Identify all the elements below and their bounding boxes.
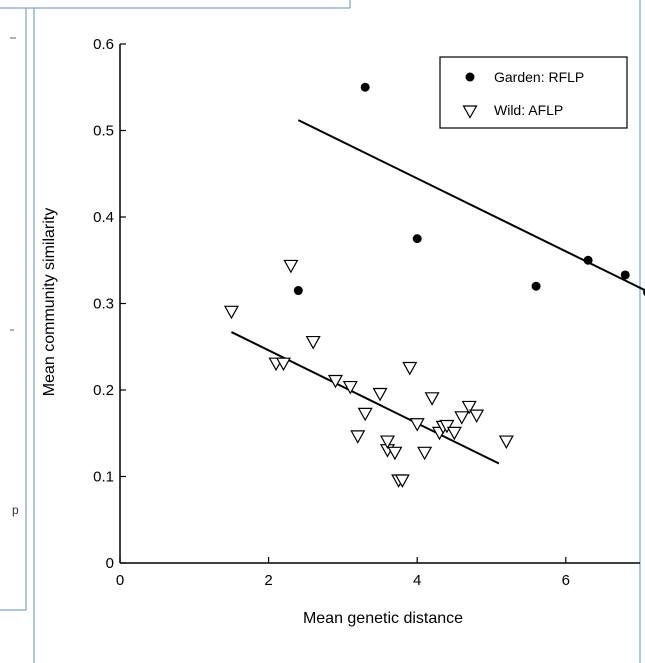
point-wild-aflp [327, 374, 343, 389]
x-tick-label: 0 [116, 572, 124, 589]
point-garden-rflp [583, 255, 593, 265]
y-tick-label: 0.5 [93, 123, 114, 140]
y-axis-label: Mean community similarity [41, 208, 58, 396]
point-wild-aflp [372, 387, 388, 402]
point-wild-aflp [424, 392, 440, 406]
point-wild-aflp [342, 380, 358, 395]
point-wild-aflp [305, 335, 321, 350]
x-ticks: 02468101214 [116, 557, 570, 589]
trend-line-series-0 [297, 119, 645, 292]
point-wild-aflp [379, 435, 395, 449]
y-tick-label: 0.4 [93, 209, 114, 226]
point-wild-aflp [350, 430, 366, 444]
legend-marker-garden [465, 72, 475, 82]
point-wild-aflp [402, 361, 418, 376]
point-wild-aflp [417, 446, 433, 461]
data-points [223, 82, 645, 488]
point-garden-rflp [412, 234, 422, 244]
point-wild-aflp [446, 426, 462, 441]
point-wild-aflp [469, 409, 485, 424]
legend-marker-wild [462, 105, 478, 119]
y-tick-label: 0.2 [93, 382, 114, 399]
y-tick-label: 0.3 [93, 296, 114, 313]
point-wild-aflp [454, 411, 470, 425]
point-wild-aflp [439, 419, 455, 434]
legend: Garden: RFLP Wild: AFLP [439, 56, 628, 129]
point-wild-aflp [275, 357, 291, 372]
point-wild-aflp [409, 418, 425, 432]
trend-lines [231, 119, 645, 465]
point-garden-rflp [360, 82, 370, 92]
point-wild-aflp [387, 446, 403, 461]
x-tick-label: 4 [413, 572, 421, 589]
point-garden-rflp [531, 281, 541, 291]
x-axis-label: Mean genetic distance [303, 610, 463, 627]
x-tick-label: 6 [562, 572, 570, 589]
left-margin-mark: p [12, 503, 19, 517]
legend-label-wild: Wild: AFLP [494, 102, 563, 118]
point-garden-rflp [293, 286, 303, 296]
point-wild-aflp [357, 407, 373, 422]
x-tick-label: 2 [264, 572, 272, 589]
y-ticks: 0 0.1 0.2 0.3 0.4 0.5 0.6 [93, 36, 126, 572]
y-tick-label: 0.1 [93, 469, 114, 486]
trend-line-series-1 [231, 331, 500, 465]
point-garden-rflp [620, 270, 630, 280]
legend-label-garden: Garden: RFLP [494, 69, 584, 85]
point-wild-aflp [461, 400, 477, 415]
point-wild-aflp [394, 474, 410, 488]
point-wild-aflp [498, 435, 514, 449]
y-tick-label: 0.6 [93, 36, 114, 53]
point-wild-aflp [223, 305, 239, 320]
point-wild-aflp [283, 259, 299, 274]
y-tick-label: 0 [106, 555, 114, 572]
